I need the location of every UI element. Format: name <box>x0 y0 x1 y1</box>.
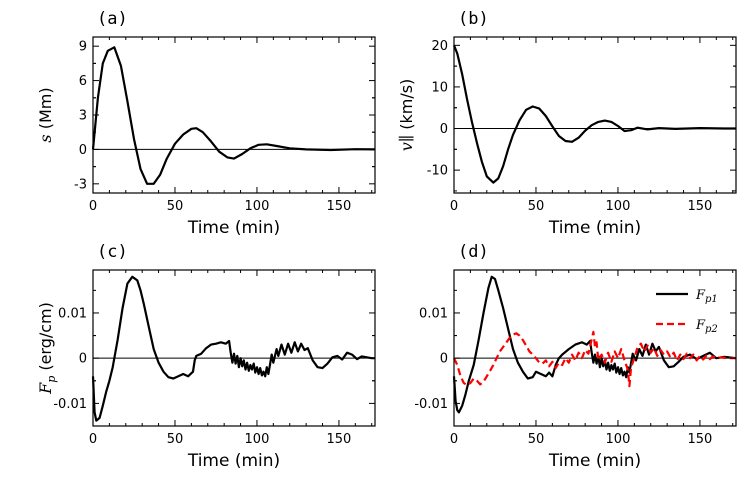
series-line-F_p <box>91 275 375 422</box>
x-axis-label: Time (min) <box>548 451 641 471</box>
panel-label: (c) <box>97 242 128 262</box>
y-axis-label: v∥ (km/s) <box>397 79 416 152</box>
x-tick-label: 150 <box>688 432 713 447</box>
y-tick-label: 0.01 <box>58 306 87 321</box>
x-tick-label: 0 <box>450 432 458 447</box>
panel-label: (b) <box>458 9 489 29</box>
axes-frame <box>453 36 737 194</box>
x-tick-label: 100 <box>606 199 631 214</box>
x-tick-label: 50 <box>528 199 545 214</box>
panel-label: (a) <box>97 9 128 29</box>
panel-1: 0 50 100 150 -10 0 10 20 Time (min) (b) v∥ (km/s) <box>397 9 737 238</box>
y-tick-label: 6 <box>79 74 87 89</box>
x-tick-label: 150 <box>688 199 713 214</box>
y-tick-label: -0.01 <box>53 397 87 412</box>
panel-2: 0 50 100 150 -0.01 0 0.01 Time (min) (c) Fp (erg/… <box>36 242 376 471</box>
x-tick-label: 100 <box>245 199 270 214</box>
axes-frame <box>92 36 376 194</box>
x-axis-label: Time (min) <box>187 451 280 471</box>
legend-label-p1: Fp1 <box>695 288 718 305</box>
y-tick-label: 0 <box>79 143 87 158</box>
y-tick-label: 0.01 <box>419 306 448 321</box>
y-tick-label: 20 <box>431 39 448 54</box>
y-tick-label: 3 <box>79 109 87 124</box>
y-tick-label: -10 <box>427 164 448 179</box>
y-tick-label: 0 <box>440 122 448 137</box>
series-line-v_par <box>452 44 736 184</box>
series-line-p2 <box>453 330 736 388</box>
panel-3: 0 50 100 150 -0.01 0 0.01 Time (min) (d) Fp1 Fp2 <box>414 242 737 471</box>
x-tick-label: 150 <box>327 199 352 214</box>
x-axis-label: Time (min) <box>187 218 280 238</box>
y-tick-label: 0 <box>440 352 448 367</box>
y-axis-label: Fp (erg/cm) <box>36 302 58 395</box>
x-tick-label: 100 <box>606 432 631 447</box>
x-tick-label: 0 <box>89 432 97 447</box>
legend-label-p2: Fp2 <box>695 318 718 335</box>
series-line-s <box>91 46 376 185</box>
y-tick-label: -0.01 <box>414 397 448 412</box>
y-axis-label: s (Mm) <box>36 87 55 142</box>
y-tick-label: -3 <box>74 177 87 192</box>
axes-frame <box>92 269 376 427</box>
axes-frame <box>453 269 737 427</box>
y-tick-label: 0 <box>79 352 87 367</box>
x-tick-label: 0 <box>450 199 458 214</box>
x-tick-label: 50 <box>167 199 184 214</box>
x-tick-label: 50 <box>167 432 184 447</box>
x-tick-label: 0 <box>89 199 97 214</box>
y-tick-label: 9 <box>79 40 87 55</box>
x-tick-label: 150 <box>327 432 352 447</box>
panel-label: (d) <box>458 242 489 262</box>
x-axis-label: Time (min) <box>548 218 641 238</box>
y-tick-label: 10 <box>431 80 448 95</box>
x-tick-label: 50 <box>528 432 545 447</box>
x-tick-label: 100 <box>245 432 270 447</box>
